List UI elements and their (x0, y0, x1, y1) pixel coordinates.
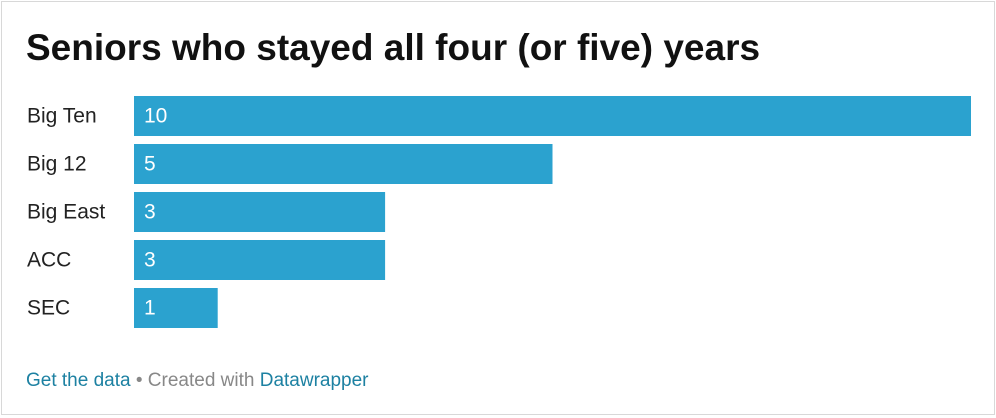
category-label: Big East (27, 201, 105, 224)
category-label: SEC (27, 297, 70, 320)
footer-separator: • Created with (136, 370, 255, 391)
bar (134, 240, 386, 280)
value-label: 3 (144, 201, 156, 224)
value-label: 10 (144, 105, 167, 128)
value-label: 1 (144, 297, 156, 320)
category-label: Big 12 (27, 153, 87, 176)
chart-title: Seniors who stayed all four (or five) ye… (26, 27, 760, 68)
category-label: Big Ten (27, 105, 97, 128)
bar (134, 192, 386, 232)
credit-link[interactable]: Datawrapper (260, 370, 369, 391)
value-label: 5 (144, 153, 156, 176)
footer: Get the data • Created with Datawrapper (26, 370, 369, 391)
value-label: 3 (144, 249, 156, 272)
bar (134, 144, 553, 184)
get-data-link[interactable]: Get the data (26, 370, 131, 391)
bar (134, 96, 971, 136)
bar (134, 288, 218, 328)
category-label: ACC (27, 249, 71, 272)
